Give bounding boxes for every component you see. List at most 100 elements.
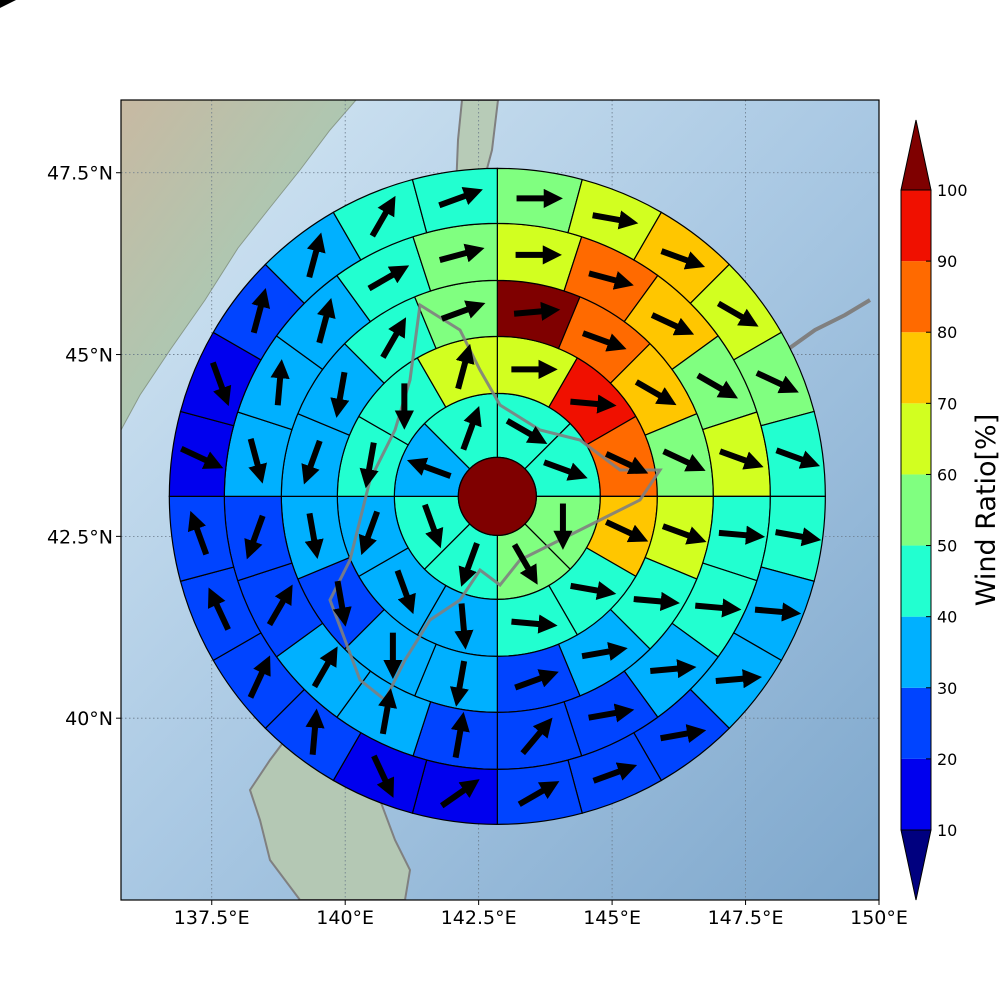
wind-arrow-r4-s15 <box>244 514 266 560</box>
wind-arrow-r4-s16 <box>247 438 267 484</box>
wind-arrow-r3-s5 <box>661 523 707 545</box>
colorbar-label: Wind Ratio[%] <box>971 414 1000 606</box>
wind-arrow-r5-s17 <box>207 587 231 631</box>
colorbar-extend-min <box>900 829 932 901</box>
colorbar-tick-label: 20 <box>937 750 957 769</box>
x-tick-label: 140°E <box>316 907 374 929</box>
colorbar: 10 20 30 40 50 60 70 80 90 100 <box>900 119 968 901</box>
wind-arrow-r3-s8 <box>514 669 559 691</box>
wind-arrow-r3-s2 <box>581 330 627 352</box>
hokkaido-coastline <box>328 302 663 703</box>
x-tick-label: 147.5°E <box>708 907 784 929</box>
wind-arrow-r5-s14 <box>371 754 395 798</box>
colorbar-tick-label: 80 <box>937 323 957 342</box>
colorbar-frame <box>900 189 932 831</box>
wind-arrow-r5-s23 <box>369 195 396 238</box>
colorbar-tick-label: 50 <box>937 537 957 556</box>
map-frame <box>120 99 880 901</box>
wind-arrow-r5-s7 <box>775 527 822 547</box>
x-tick-label: 150°E <box>850 907 908 929</box>
wind-arrow-r5-s12 <box>517 781 560 807</box>
wind-arrow-r1-s2 <box>543 459 588 481</box>
wind-arrow-r3-s16 <box>440 300 486 322</box>
colorbar-tick-label: 60 <box>937 465 957 484</box>
y-tick-label: 42.5°N <box>47 526 113 548</box>
wind-arrow-r5-s19 <box>180 445 224 469</box>
x-axis-ticks: 137.5°E 140°E 142.5°E 145°E 147.5°E 150°E <box>174 900 908 929</box>
wind-arrow-r4-s19 <box>367 265 410 292</box>
wind-arrow-r2-s2 <box>570 394 617 414</box>
wind-direction-arrows <box>180 186 822 809</box>
wind-arrow-r3-s14 <box>330 371 350 418</box>
sector-r5-s19 <box>168 410 235 497</box>
sector-r5-s13 <box>411 759 498 825</box>
y-tick-label: 45°N <box>65 345 113 367</box>
colorbar-segment <box>901 474 931 546</box>
wind-arrow-r2-s9 <box>358 510 380 556</box>
wind-arrow-r2-s7 <box>454 603 474 650</box>
wind-arrow-r5-s2 <box>592 210 639 230</box>
colorbar-tick-label: 30 <box>937 679 957 698</box>
colorbar-tick-label: 100 <box>937 181 968 200</box>
wind-arrow-r1-s6 <box>422 503 444 549</box>
colorbar-tick-label: 10 <box>937 821 957 840</box>
wind-arrow-r2-s8 <box>394 569 416 615</box>
colorbar-segment <box>901 616 931 688</box>
hokkaido-coastline-path <box>328 302 663 703</box>
wind-arrow-r5-s13 <box>440 779 480 809</box>
wind-arrow-r3-s12 <box>304 512 324 560</box>
x-tick-label: 145°E <box>583 907 641 929</box>
wind-arrow-r4-s20 <box>438 243 485 263</box>
colorbar-tick-label: 40 <box>937 608 957 627</box>
wind-arrow-r5-s6 <box>775 447 821 469</box>
y-tick-label: 40°N <box>65 708 113 730</box>
wind-arrow-r3-s3 <box>634 379 677 406</box>
wind-arrow-r3-s13 <box>301 439 323 485</box>
wind-arrow-r4-s11 <box>450 711 470 759</box>
wind-arrow-r5-s5 <box>755 370 799 394</box>
wind-arrow-r4-s5 <box>719 448 764 470</box>
wind-arrow-r3-s9 <box>449 660 469 707</box>
y-tick-label: 47.5°N <box>47 163 113 185</box>
x-tick-label: 137.5°E <box>174 907 250 929</box>
wind-arrow-r5-s16 <box>247 655 271 699</box>
wind-arrow-r3-s11 <box>332 580 352 627</box>
colorbar-segment <box>901 758 931 830</box>
wind-arrow-r4-s4 <box>696 372 739 399</box>
wind-arrow-r4-s17 <box>270 359 290 406</box>
wind-arrow-r5-s18 <box>187 510 210 556</box>
wind-arrow-r2-s12 <box>455 343 475 390</box>
colorbar-segment <box>901 545 931 617</box>
wind-arrow-r2-s6 <box>511 614 558 634</box>
wind-arrow-r4-s9 <box>588 703 635 723</box>
wind-arrow-r4-s7 <box>694 598 742 618</box>
wind-arrow-r5-s10 <box>660 724 707 743</box>
wind-arrow-r3-s4 <box>662 448 706 472</box>
wind-arrow-r3-s7 <box>581 641 628 661</box>
wind-arrow-r5-s4 <box>716 300 759 327</box>
wind-arrow-r4-s14 <box>266 584 293 627</box>
wind-arrow-r5-s9 <box>715 669 762 689</box>
colorbar-segment <box>901 332 931 404</box>
wind-arrow-r4-s12 <box>378 688 398 735</box>
wind-arrow-r2-s5 <box>570 581 617 601</box>
wind-arrow-r4-s13 <box>311 646 338 689</box>
wind-arrow-r1-s7 <box>406 457 452 479</box>
wind-arrow-r4-s2 <box>588 270 634 290</box>
wind-arrow-r1-s5 <box>458 542 480 587</box>
colorbar-tick-label: 70 <box>937 394 957 413</box>
wind-arrow-r5-s15 <box>305 708 325 755</box>
wind-arrow-r4-s6 <box>718 525 766 545</box>
wind-arrow-r5-s11 <box>592 762 638 784</box>
wind-arrow-r5-s20 <box>210 361 232 407</box>
wind-arrow-r5-s22 <box>306 232 326 279</box>
wind-arrow-r1-s8 <box>460 405 482 451</box>
wind-arrow-r5-s21 <box>250 287 271 334</box>
wind-arrow-r5-s8 <box>754 602 802 622</box>
wind-arrow-r3-s6 <box>633 591 680 611</box>
center-disc <box>457 456 537 536</box>
wind-arrow-r2-s3 <box>604 451 649 475</box>
wind-arrow-r1-s4 <box>511 543 538 585</box>
wind-arrow-r5-s24 <box>438 186 483 209</box>
